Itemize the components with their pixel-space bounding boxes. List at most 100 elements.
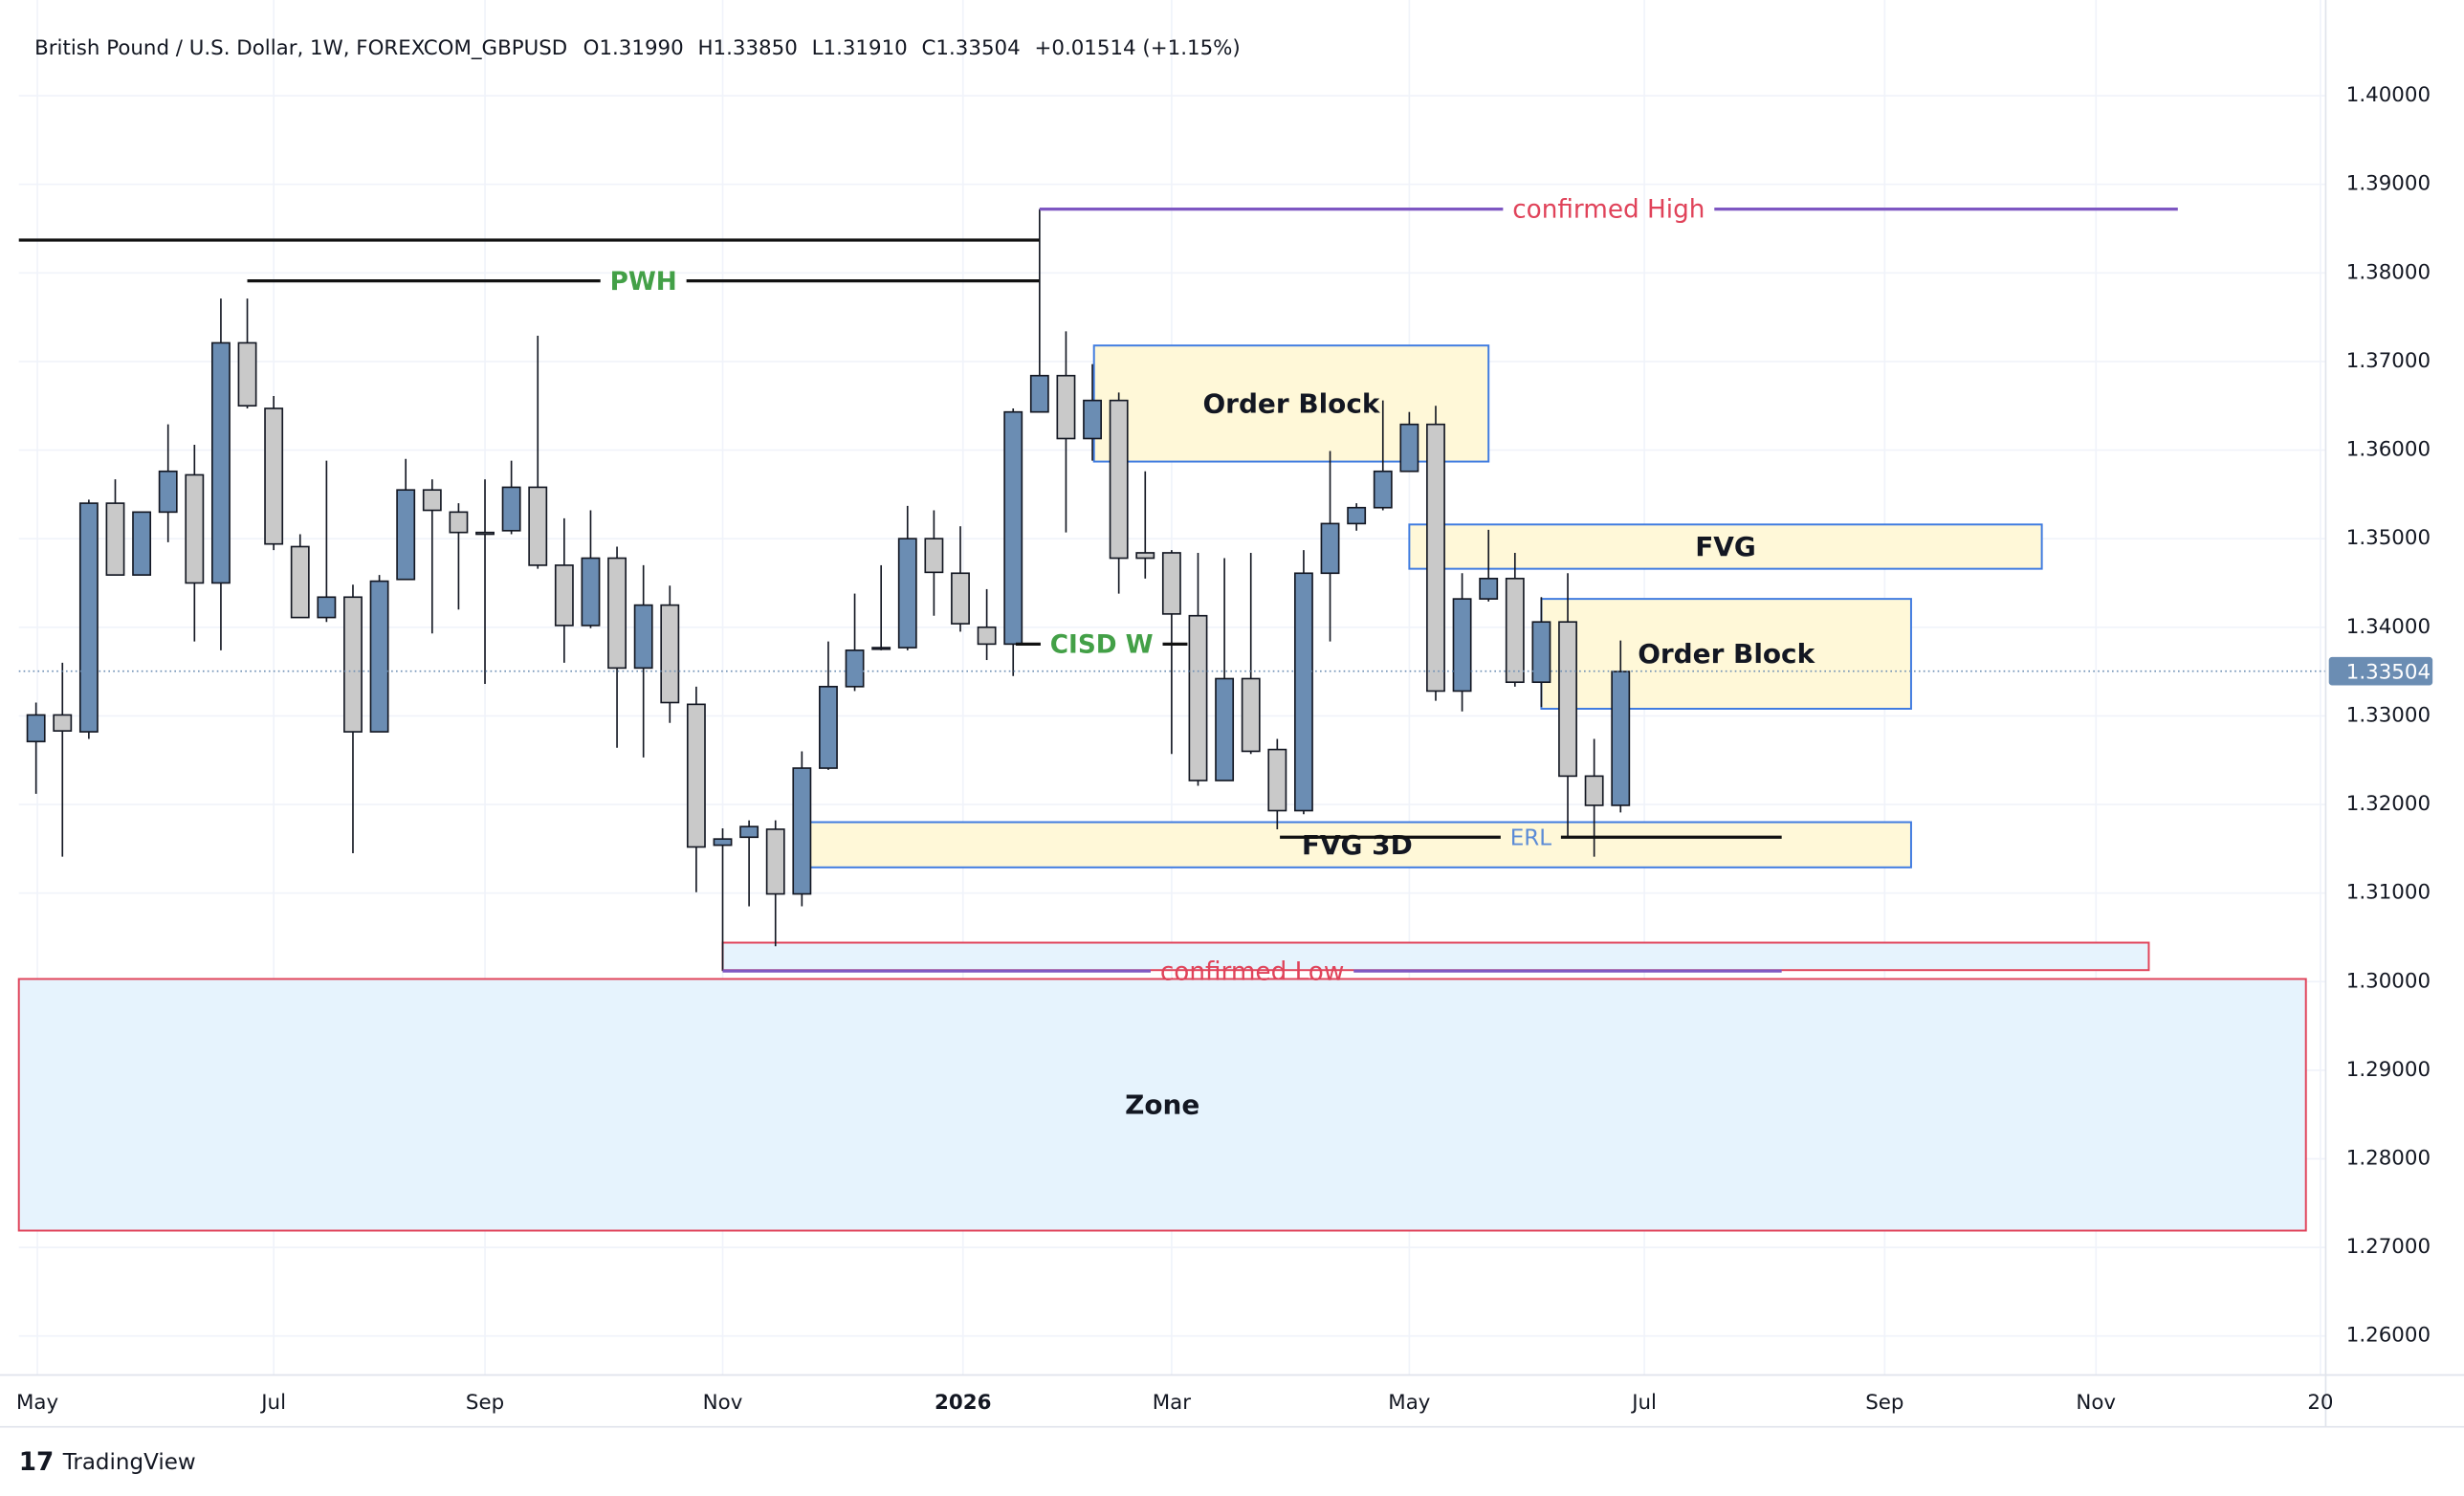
zones [17, 344, 2307, 1232]
candle-body [396, 489, 416, 581]
zone-label: Order Block [1202, 388, 1380, 420]
x-tick-label: 20 [2307, 1391, 2333, 1415]
candle-body [158, 470, 178, 514]
zone [802, 821, 1912, 869]
y-tick-label: 1.28000 [2346, 1147, 2431, 1171]
candle-body [264, 407, 284, 545]
candle-body [78, 502, 99, 733]
zone-label: Order Block [1638, 638, 1815, 670]
candle-body [951, 572, 970, 625]
candle-body [1267, 748, 1287, 812]
level-label: CISD W [1050, 631, 1154, 660]
candle-body [1452, 598, 1472, 693]
candle-body [1215, 677, 1235, 781]
ohlc-value: O1.31990 [583, 36, 684, 60]
candle-body [581, 557, 601, 627]
y-tick-label: 1.35000 [2346, 526, 2431, 550]
candle-body [1056, 374, 1076, 440]
candle-body [739, 825, 759, 839]
candle-body [475, 531, 495, 536]
axes: 1.26000 1.27000 1.28000 1.29000 1.30000 1.310… [0, 0, 2464, 1428]
x-tick-label: May [16, 1391, 58, 1415]
candle-body [1003, 410, 1023, 646]
y-tick-label: 1.33000 [2346, 703, 2431, 727]
candle-body [765, 828, 785, 895]
candle-body [977, 626, 997, 646]
y-tick-label: 1.34000 [2346, 615, 2431, 639]
candle-body [871, 647, 891, 650]
y-tick-label: 1.37000 [2346, 349, 2431, 373]
candle-body [845, 649, 865, 688]
candle-body [633, 604, 653, 670]
y-tick-label: 1.32000 [2346, 792, 2431, 816]
candle-body [343, 596, 363, 733]
candle-body [897, 538, 917, 649]
candle-body [924, 538, 944, 574]
candle-body [1479, 578, 1499, 600]
candle-body [1135, 552, 1155, 560]
y-tick-label: 1.29000 [2346, 1058, 2431, 1082]
x-tick-label: Mar [1153, 1391, 1191, 1415]
y-tick-label: 1.36000 [2346, 438, 2431, 462]
candle-body [686, 703, 706, 848]
candle-body [607, 557, 627, 670]
ohlc-value: L1.31910 [812, 36, 908, 60]
x-tick-label: 2026 [935, 1391, 991, 1415]
candle-body [528, 486, 548, 566]
candle-body [237, 341, 257, 407]
candle-body [1083, 399, 1102, 440]
candle-body [501, 486, 521, 532]
candle-body [1188, 614, 1208, 781]
zone-label: FVG 3D [1302, 829, 1413, 861]
candle-body [1505, 578, 1525, 684]
candle-body [1109, 399, 1129, 560]
candle-body [317, 596, 337, 619]
y-tick-label: 1.30000 [2346, 969, 2431, 993]
candle-body [1531, 621, 1551, 684]
x-tick-label: Nov [2076, 1391, 2116, 1415]
candle-body [1611, 671, 1631, 806]
zone-label: Zone [1125, 1089, 1199, 1121]
candle-body [105, 502, 125, 576]
x-tick-label: Jul [1630, 1391, 1657, 1415]
candle-body [554, 564, 574, 627]
candle-body [713, 838, 733, 847]
candle-body [819, 686, 838, 769]
candle-body [1029, 374, 1049, 413]
y-tick-label: 1.38000 [2346, 260, 2431, 284]
candle-body [1347, 506, 1367, 525]
level-label: PWH [610, 268, 677, 297]
candle-body [1399, 423, 1419, 473]
candle-body [132, 511, 152, 576]
candle-body [290, 545, 310, 619]
last-price-box [2328, 656, 2433, 686]
candle-body [1558, 621, 1577, 778]
zone [721, 941, 2150, 972]
zone-label: FVG [1695, 531, 1756, 562]
y-tick-label: 1.26000 [2346, 1324, 2431, 1348]
candle-body [422, 489, 442, 512]
candle-body [1426, 423, 1445, 693]
level-label: ERL [1510, 825, 1552, 850]
brand-logo: 𝟭𝟳 [19, 1448, 55, 1477]
x-tick-label: Sep [466, 1391, 504, 1415]
y-tick-label: 1.27000 [2346, 1235, 2431, 1259]
x-tick-label: Sep [1865, 1391, 1903, 1415]
candle-body [660, 604, 680, 704]
zone [17, 978, 2307, 1232]
candle-body [1320, 522, 1340, 575]
candle-body [1293, 572, 1313, 812]
candle-body [792, 767, 812, 895]
x-tick-label: Jul [259, 1391, 286, 1415]
ohlc-value: H1.33850 [697, 36, 797, 60]
candle-body [185, 473, 205, 584]
brand-name: TradingView [62, 1450, 196, 1475]
candle-body [26, 714, 46, 743]
candle-body [1241, 677, 1261, 753]
candles [26, 209, 1631, 972]
ohlc-value: C1.33504 [922, 36, 1021, 60]
level-label: confirmed High [1512, 196, 1705, 225]
brand: 𝟭𝟳 TradingView [19, 1448, 196, 1477]
